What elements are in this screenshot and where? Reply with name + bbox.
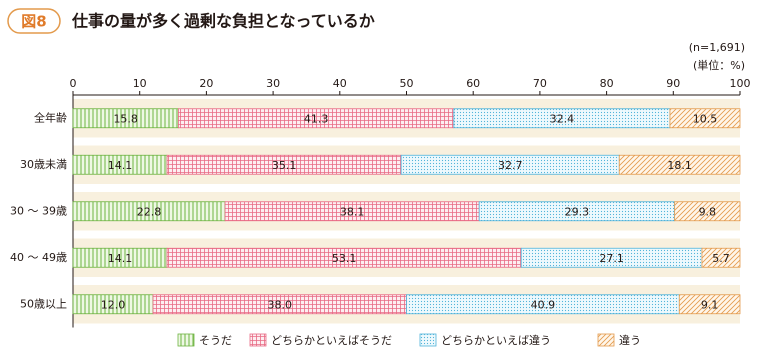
x-tick-label: 50 (400, 77, 414, 90)
data-label: 35.1 (272, 159, 297, 172)
data-label: 5.7 (712, 252, 730, 265)
x-tick-label: 80 (600, 77, 614, 90)
legend-label: そうだ (199, 334, 232, 347)
data-label: 9.8 (699, 205, 717, 218)
legend-label: どちらかといえば違う (441, 334, 551, 347)
data-label: 38.0 (268, 298, 293, 311)
note: (n=1,691) (689, 41, 745, 54)
x-tick-label: 0 (70, 77, 77, 90)
category-label: 30歳未満 (20, 158, 67, 171)
data-label: 53.1 (332, 252, 357, 265)
data-label: 18.1 (667, 159, 692, 172)
x-tick-label: 20 (199, 77, 213, 90)
figure-label: 図8 (21, 13, 46, 31)
category-label: 40 ～ 49歳 (10, 251, 67, 264)
legend-swatch (597, 333, 615, 347)
category-label: 50歳以上 (20, 297, 67, 310)
figure-badge (7, 8, 61, 34)
data-label: 32.7 (498, 159, 523, 172)
data-label: 32.4 (550, 112, 575, 125)
legend-label: 違う (619, 334, 641, 347)
data-label: 27.1 (599, 252, 624, 265)
x-tick-label: 100 (730, 77, 751, 90)
legend-swatch (249, 333, 267, 347)
data-label: 40.9 (531, 298, 556, 311)
legend-label: どちらかといえばそうだ (271, 334, 392, 347)
x-tick-label: 30 (266, 77, 280, 90)
legend-swatch (419, 333, 437, 347)
category-label: 全年齢 (34, 110, 67, 124)
bar-segment (669, 108, 741, 129)
data-label: 14.1 (108, 159, 133, 172)
data-label: 10.5 (693, 112, 718, 125)
x-tick-label: 60 (466, 77, 480, 90)
x-tick-label: 10 (133, 77, 147, 90)
bar-segment (701, 247, 741, 268)
x-tick-label: 90 (666, 77, 680, 90)
data-label: 22.8 (137, 205, 162, 218)
category-label: 30 ～ 39歳 (10, 204, 67, 217)
bar-segment (618, 154, 741, 175)
data-label: 14.1 (108, 252, 133, 265)
data-label: 9.1 (701, 298, 719, 311)
note: (単位：%) (693, 58, 745, 72)
data-label: 41.3 (304, 112, 329, 125)
data-label: 12.0 (101, 298, 126, 311)
data-label: 29.3 (565, 205, 590, 218)
data-label: 38.1 (340, 205, 365, 218)
chart-title: 仕事の量が多く過剰な負担となっているか (71, 12, 375, 31)
bar-segment (678, 294, 741, 315)
data-label: 15.8 (113, 112, 138, 125)
x-tick-label: 40 (333, 77, 347, 90)
x-tick-label: 70 (533, 77, 547, 90)
legend-swatch (177, 333, 195, 347)
bar-segment (674, 201, 741, 222)
